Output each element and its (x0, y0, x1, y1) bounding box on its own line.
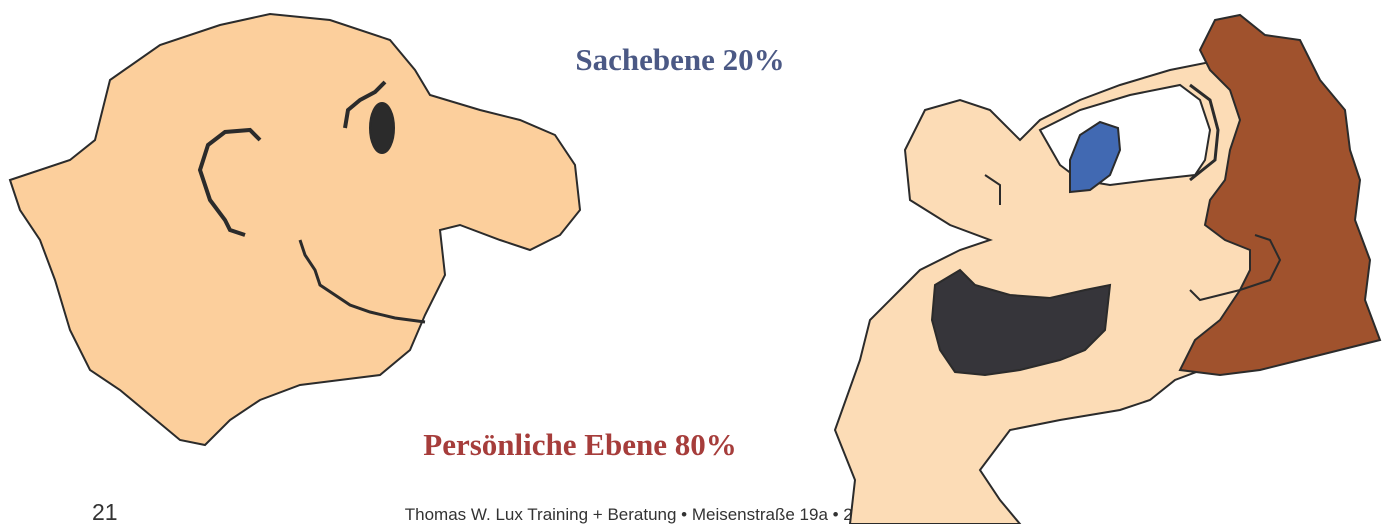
slide: Sachebene 20% Persönliche Ebene 80% 21 T… (0, 0, 1393, 524)
left-face (10, 14, 580, 445)
heading-bottom: Persönliche Ebene 80% (423, 427, 736, 462)
heading-top: Sachebene 20% (575, 42, 784, 77)
right-face (835, 15, 1380, 524)
page-number: 21 (92, 499, 118, 524)
slide-canvas: Sachebene 20% Persönliche Ebene 80% 21 T… (0, 0, 1393, 524)
